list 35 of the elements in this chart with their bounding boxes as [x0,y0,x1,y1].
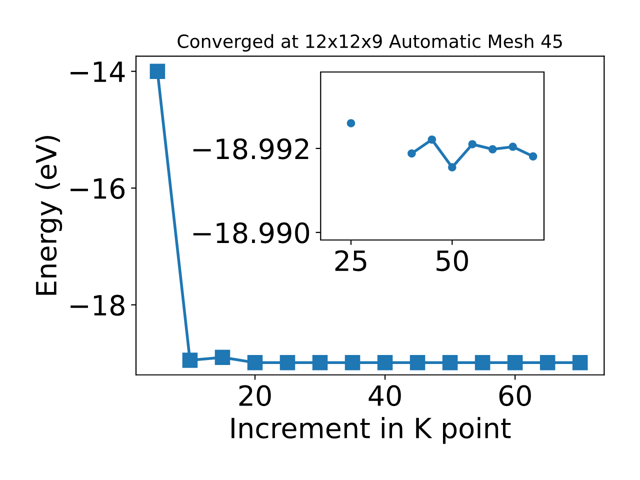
x-tick-label: 20 [239,385,271,406]
point [442,354,458,370]
point [214,350,230,366]
point [507,354,523,370]
point [150,64,166,79]
point [474,354,490,370]
x-tick-label: 25 [335,250,366,272]
point [428,135,436,144]
point [247,354,263,370]
x-tick-label: 40 [368,385,401,406]
x-tick-label: 60 [499,385,531,406]
point [572,354,588,370]
point [408,149,416,158]
x-axis-title: Increment in K point [232,417,511,444]
point [448,163,456,172]
y-tick-label: −18 [70,294,124,316]
point [508,142,518,151]
y-tick-label: −18.992 [193,138,308,160]
y-tick-label: −16 [70,178,125,200]
point [468,140,477,148]
x-tick-label: 50 [436,250,468,272]
chart-title: Converged at 12x12x9 Automatic Mesh 45 [178,34,562,52]
point [410,354,426,370]
y-tick-label: −14 [70,62,125,82]
point [346,119,356,128]
y-tick-label: −18.990 [193,222,310,244]
point [182,352,198,368]
point [540,354,556,370]
point [280,354,296,370]
point [528,152,538,161]
point [344,354,360,370]
y-axis-title: Energy (eV) [35,136,62,295]
point [377,354,393,370]
point [312,354,328,370]
point [488,145,497,154]
